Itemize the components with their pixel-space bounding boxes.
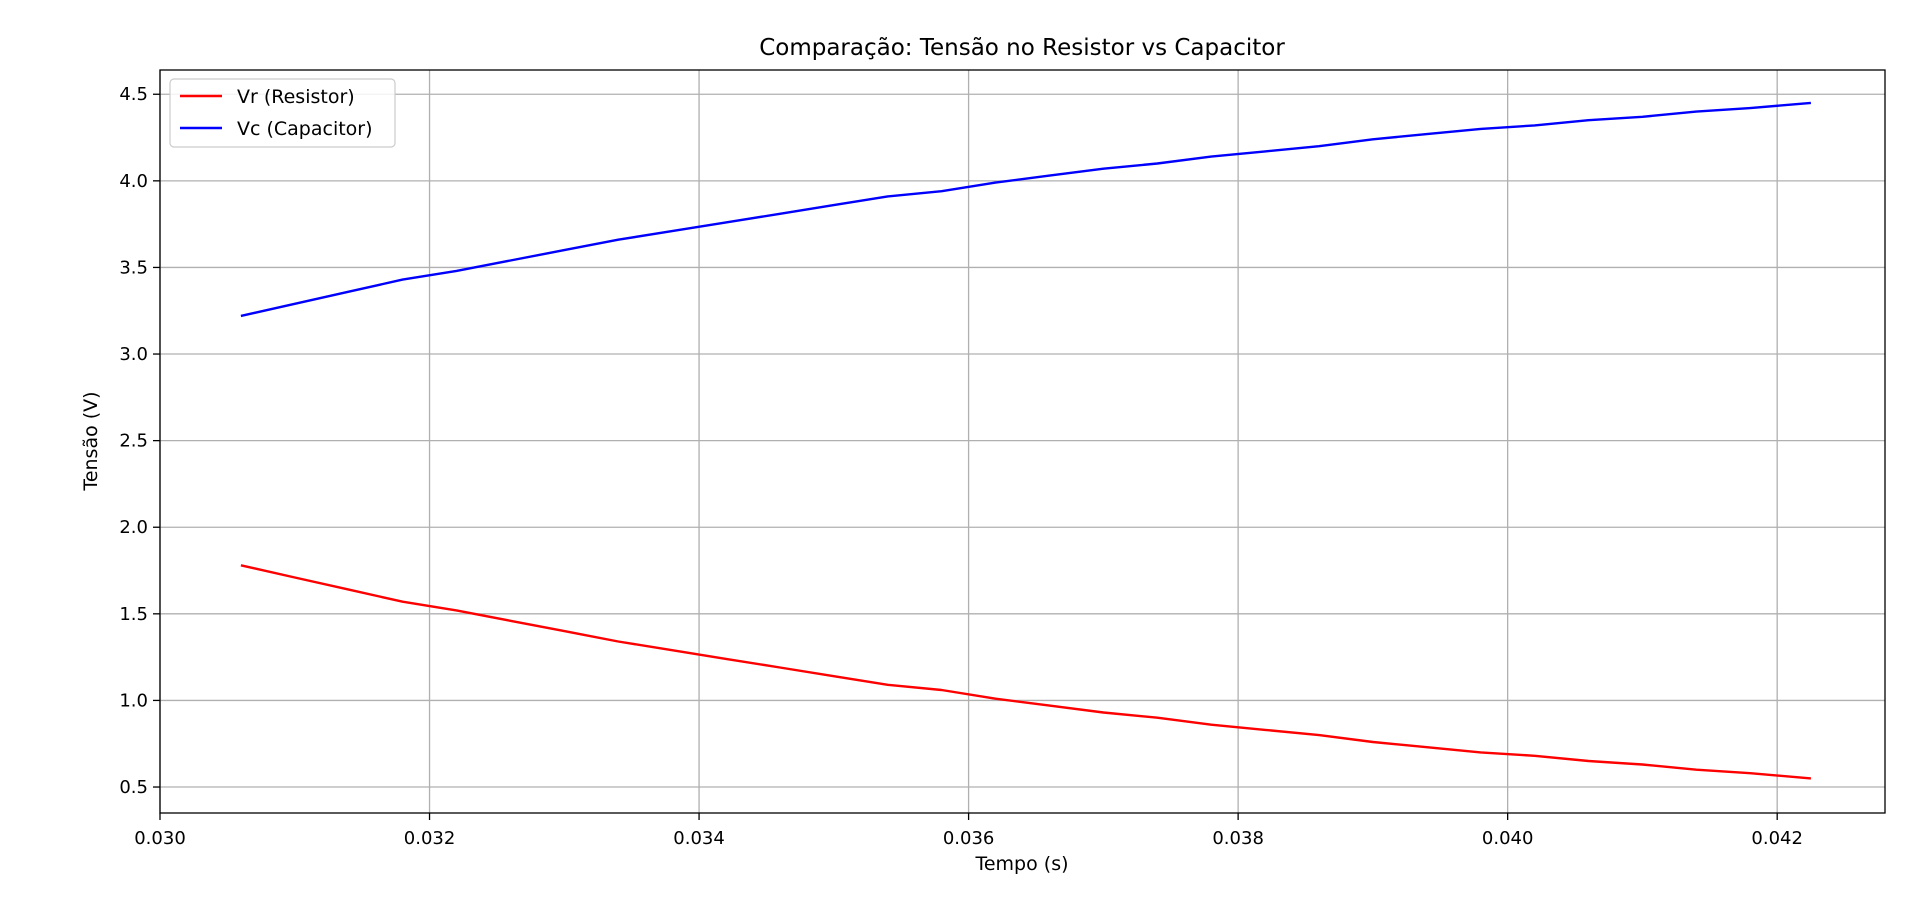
- x-tick-label: 0.036: [943, 828, 995, 849]
- plot-frame: [159, 69, 1886, 814]
- x-tick-label: 0.034: [673, 828, 725, 849]
- y-tick-label: 3.5: [119, 257, 148, 278]
- y-tick-label: 3.0: [119, 344, 148, 365]
- legend-label: Vr (Resistor): [237, 86, 355, 108]
- series-layer: [240, 101, 1812, 780]
- y-tick-label: 1.0: [119, 690, 148, 711]
- y-tick-label: 0.5: [119, 777, 148, 798]
- y-tick-label: 1.5: [119, 604, 148, 625]
- x-axis-label: Tempo (s): [974, 853, 1068, 875]
- x-tick-label: 0.038: [1212, 828, 1264, 849]
- series-line-2: [240, 101, 1812, 318]
- y-tick-label: 2.5: [119, 431, 148, 452]
- legend: Vr (Resistor) Vc (Capacitor): [169, 78, 396, 148]
- y-axis: 0.5 1.0 1.5 2.0 2.5 3.0 3.5 4.0 4.5: [119, 84, 160, 798]
- x-tick-label: 0.030: [134, 828, 186, 849]
- series-line-1: [240, 564, 1812, 780]
- x-tick-label: 0.042: [1751, 828, 1803, 849]
- legend-box: [169, 78, 396, 148]
- y-tick-label: 4.0: [119, 171, 148, 192]
- x-tick-label: 0.040: [1482, 828, 1534, 849]
- y-axis-label: Tensão (V): [80, 391, 102, 491]
- x-axis: 0.030 0.032 0.034 0.036 0.038 0.040 0.042: [134, 813, 1803, 849]
- y-tick-label: 4.5: [119, 84, 148, 105]
- y-tick-label: 2.0: [119, 517, 148, 538]
- chart-title: Comparação: Tensão no Resistor vs Capaci…: [759, 35, 1285, 61]
- x-tick-label: 0.032: [404, 828, 456, 849]
- legend-label: Vc (Capacitor): [237, 118, 373, 140]
- grid-lines: [159, 70, 1885, 813]
